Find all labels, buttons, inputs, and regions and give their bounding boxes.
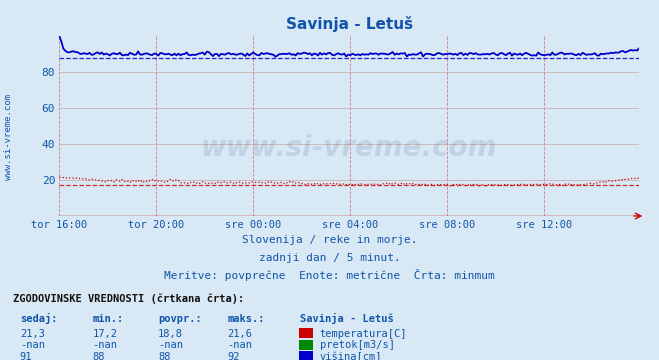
Text: -nan: -nan	[158, 341, 183, 351]
Text: www.si-vreme.com: www.si-vreme.com	[201, 134, 498, 162]
Text: ZGODOVINSKE VREDNOSTI (črtkana črta):: ZGODOVINSKE VREDNOSTI (črtkana črta):	[13, 294, 244, 305]
Text: 17,2: 17,2	[92, 329, 117, 339]
Text: 92: 92	[227, 352, 240, 360]
Text: Savinja - Letuš: Savinja - Letuš	[300, 313, 393, 324]
Text: Meritve: povprečne  Enote: metrične  Črta: minmum: Meritve: povprečne Enote: metrične Črta:…	[164, 269, 495, 281]
Text: 21,6: 21,6	[227, 329, 252, 339]
Text: višina[cm]: višina[cm]	[320, 352, 382, 360]
Text: www.si-vreme.com: www.si-vreme.com	[4, 94, 13, 180]
Text: Slovenija / reke in morje.: Slovenija / reke in morje.	[242, 235, 417, 245]
Text: -nan: -nan	[227, 341, 252, 351]
Text: maks.:: maks.:	[227, 314, 265, 324]
Text: temperatura[C]: temperatura[C]	[320, 329, 407, 339]
Text: 18,8: 18,8	[158, 329, 183, 339]
Title: Savinja - Letuš: Savinja - Letuš	[286, 16, 413, 32]
Text: 21,3: 21,3	[20, 329, 45, 339]
Text: 88: 88	[92, 352, 105, 360]
Text: min.:: min.:	[92, 314, 123, 324]
Text: 91: 91	[20, 352, 32, 360]
Text: 88: 88	[158, 352, 171, 360]
Text: -nan: -nan	[20, 341, 45, 351]
Text: -nan: -nan	[92, 341, 117, 351]
Text: pretok[m3/s]: pretok[m3/s]	[320, 341, 395, 351]
Text: povpr.:: povpr.:	[158, 314, 202, 324]
Text: sedaj:: sedaj:	[20, 313, 57, 324]
Text: zadnji dan / 5 minut.: zadnji dan / 5 minut.	[258, 253, 401, 263]
